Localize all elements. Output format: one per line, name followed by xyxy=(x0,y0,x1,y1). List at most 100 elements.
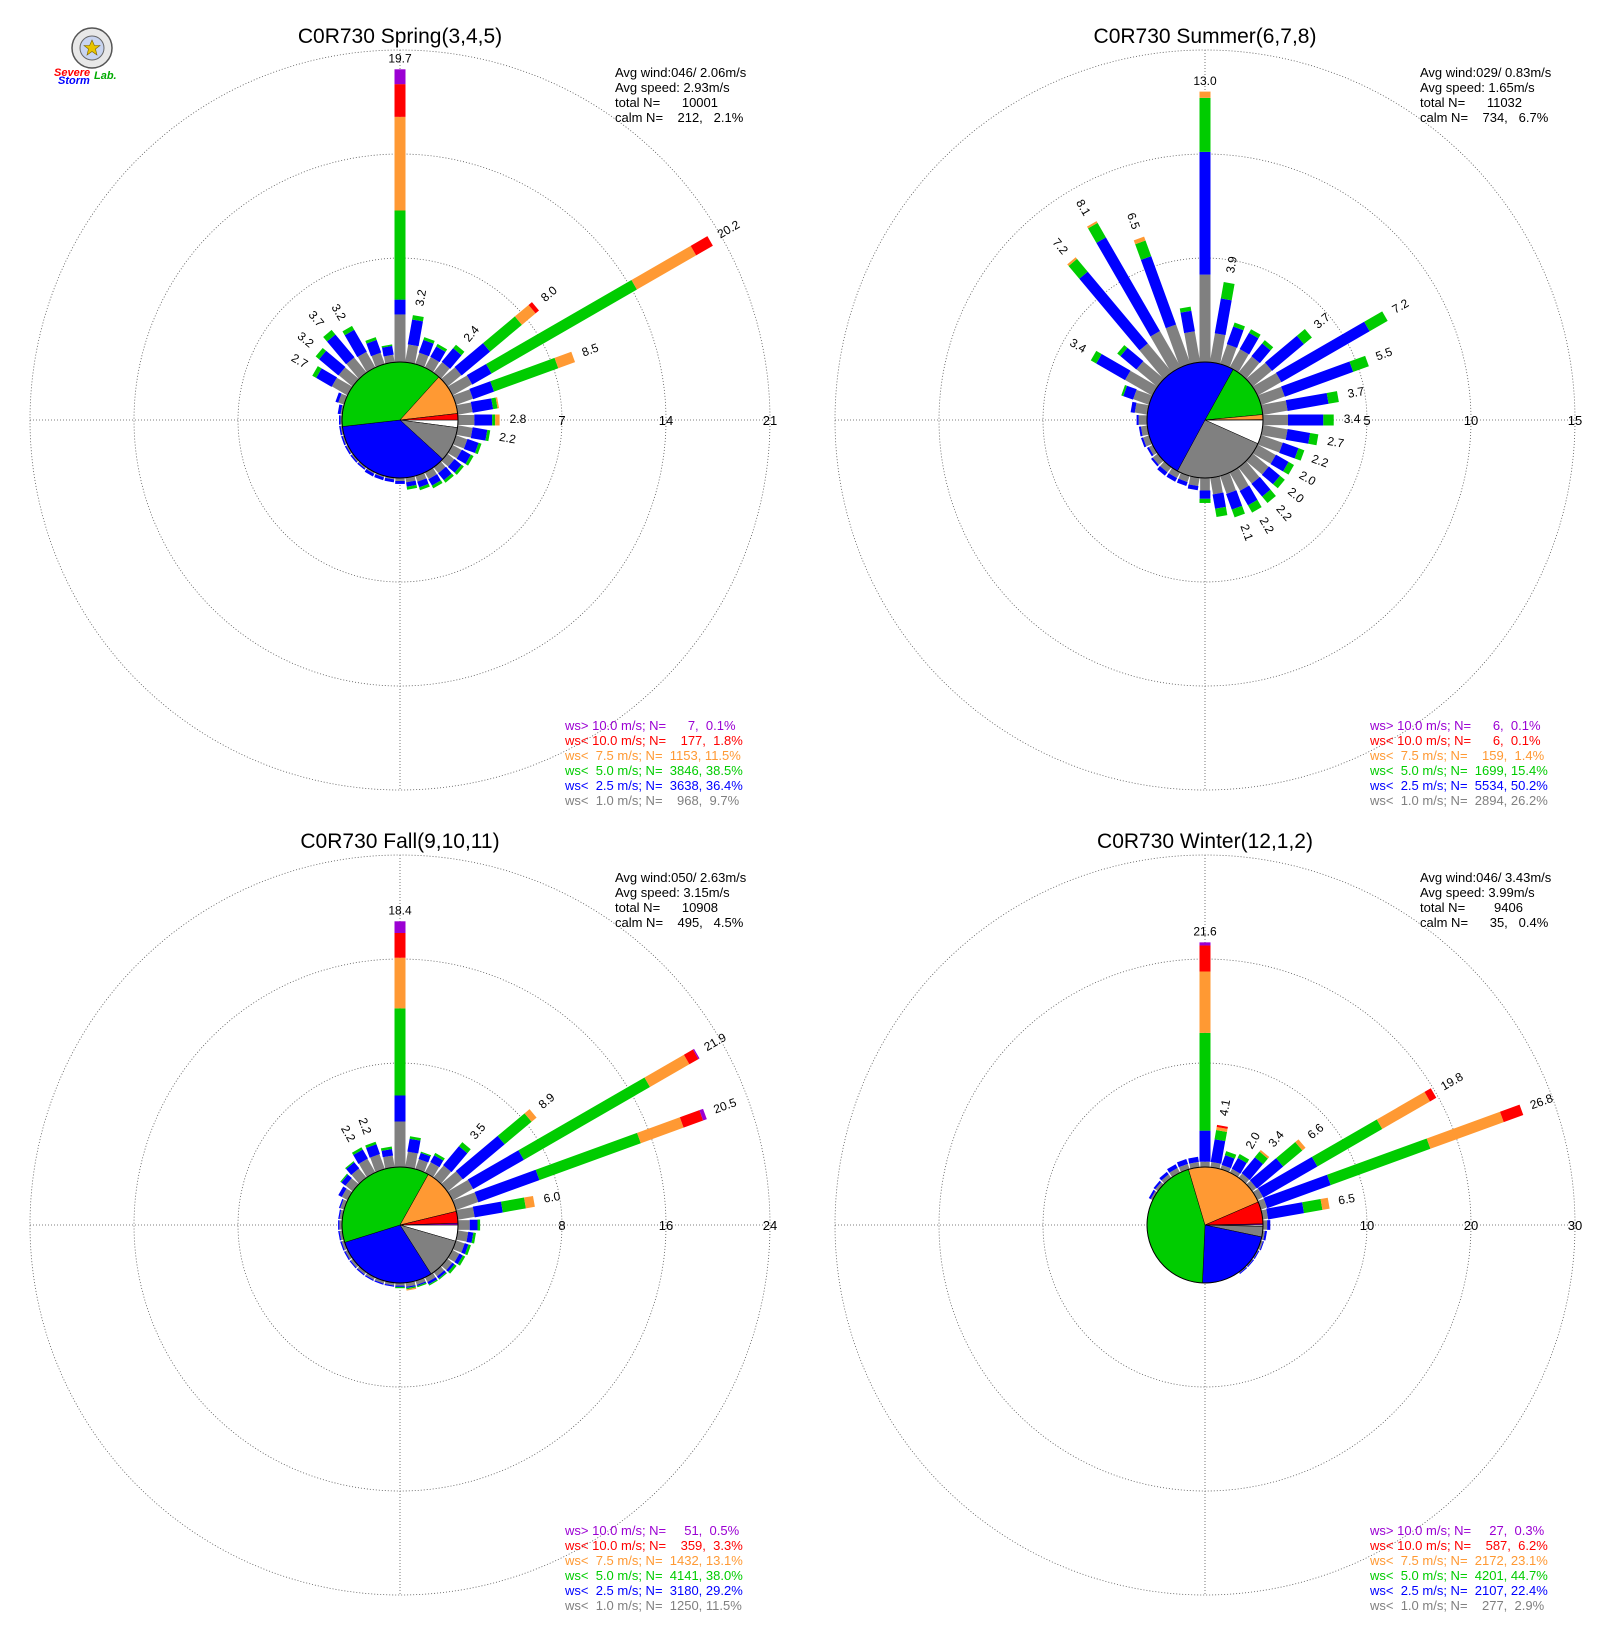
bar-segment xyxy=(374,474,385,481)
legend-entry: ws< 2.5 m/s; N= 3180, 29.2% xyxy=(564,1583,743,1598)
tick-label: 30 xyxy=(1568,1218,1582,1233)
bar-segment xyxy=(452,435,468,449)
bar-segment xyxy=(346,1162,360,1176)
dir-bar-310: 3.2 xyxy=(295,329,359,387)
dir-bar-10: 4.1 xyxy=(1210,1098,1233,1169)
bar-segment xyxy=(690,236,713,256)
bar-segment xyxy=(1169,1167,1181,1178)
dir-bar-20 xyxy=(1220,1151,1237,1173)
dir-bar-90: 3.4 xyxy=(1263,412,1361,426)
bar-value-label: 7.2 xyxy=(1050,235,1072,257)
bar-segment xyxy=(415,352,429,368)
bar-value-label: 2.0 xyxy=(1285,484,1307,506)
pie-outline xyxy=(341,1166,459,1284)
bar-segment xyxy=(1281,361,1354,397)
bar-segment xyxy=(1178,472,1190,482)
bar-segment xyxy=(692,1048,700,1060)
dir-bar-10: 3.2 xyxy=(405,288,429,364)
bar-segment xyxy=(418,1152,431,1163)
bar-segment xyxy=(1364,311,1388,332)
dir-bar-190 xyxy=(384,476,395,483)
bar-segment xyxy=(1068,258,1088,279)
bar-segment xyxy=(406,485,418,490)
bar-segment xyxy=(1215,506,1228,517)
bar-segment xyxy=(554,351,576,369)
bar-segment xyxy=(474,442,482,455)
dir-bar-300 xyxy=(1148,1189,1158,1201)
dir-bar-250 xyxy=(340,1240,348,1251)
bar-value-label: 20.5 xyxy=(712,1095,739,1116)
stats-line: Avg wind:046/ 2.06m/s xyxy=(615,65,747,80)
bar-segment xyxy=(1155,1182,1164,1192)
dir-bar-160: 2.1 xyxy=(1220,472,1256,543)
bar-segment xyxy=(1251,476,1271,497)
bar-segment xyxy=(340,1173,349,1183)
dir-bar-290 xyxy=(335,392,348,405)
bar-segment xyxy=(1139,343,1172,380)
legend-entry: ws< 1.0 m/s; N= 2894, 26.2% xyxy=(1369,793,1548,808)
bar-segment xyxy=(535,1132,641,1181)
bar-segment xyxy=(1238,461,1260,484)
bar-segment xyxy=(405,1281,416,1287)
bar-segment xyxy=(447,444,462,459)
bar-value-label: 20.2 xyxy=(715,217,743,241)
bar-segment xyxy=(417,478,429,488)
dir-bar-20 xyxy=(415,337,435,368)
dir-bar-220 xyxy=(356,1266,367,1276)
bar-segment xyxy=(358,1158,376,1178)
bar-segment xyxy=(1499,1104,1524,1123)
stats-line: Avg wind:050/ 2.63m/s xyxy=(615,870,747,885)
dir-bar-350 xyxy=(381,344,395,364)
bar-segment xyxy=(1160,461,1172,473)
bar-segment xyxy=(1246,1180,1257,1192)
bar-segment xyxy=(1148,1189,1156,1200)
bar-segment xyxy=(1136,361,1164,387)
bar-segment xyxy=(1088,222,1106,243)
bar-segment xyxy=(1326,391,1339,404)
bar-segment xyxy=(447,375,473,396)
bar-segment xyxy=(456,449,471,464)
bar-segment xyxy=(1285,428,1311,444)
bar-segment xyxy=(1188,476,1200,487)
bar-segment xyxy=(472,1201,503,1218)
bar-segment xyxy=(338,367,359,387)
bar-segment xyxy=(453,344,465,356)
dir-bar-120 xyxy=(447,444,474,466)
dir-bar-310 xyxy=(340,1173,359,1192)
dir-bar-140 xyxy=(433,461,454,483)
dir-bar-310 xyxy=(1153,1180,1164,1192)
bar-segment xyxy=(1308,432,1319,446)
bar-segment xyxy=(443,473,454,483)
bar-segment xyxy=(1302,1199,1323,1214)
bar-segment xyxy=(1424,1088,1437,1102)
bar-value-label: 21.6 xyxy=(1193,925,1217,939)
dir-bar-60: 21.9 xyxy=(447,1030,729,1201)
bar-segment xyxy=(1148,444,1158,456)
dir-bar-320 xyxy=(345,1161,367,1184)
bar-segment xyxy=(1179,306,1192,313)
bar-segment xyxy=(644,1054,690,1088)
bar-segment xyxy=(1231,1157,1247,1174)
bar-value-label: 3.7 xyxy=(1311,310,1333,332)
bar-segment xyxy=(323,329,336,342)
bar-segment xyxy=(441,1258,453,1271)
dir-bar-210 xyxy=(1166,467,1181,482)
dir-bar-80: 6.0 xyxy=(456,1189,562,1220)
bar-segment xyxy=(1294,448,1305,461)
speed-class-pie xyxy=(341,1166,459,1284)
stats-line: total N= 10001 xyxy=(615,95,718,110)
bar-segment xyxy=(383,1155,395,1169)
bar-segment xyxy=(1239,485,1258,506)
tick-label: 14 xyxy=(659,413,673,428)
stats-line: Avg speed: 3.15m/s xyxy=(615,885,730,900)
bar-segment xyxy=(466,1231,474,1243)
windrose-panel-2: 8 16 24 C0R730 Fall(9,10,11) Avg wind:050/ 2… xyxy=(29,830,777,1613)
bar-segment xyxy=(1283,461,1295,475)
bar-segment xyxy=(1090,350,1102,364)
bar-segment xyxy=(1265,335,1304,371)
bar-segment xyxy=(344,329,367,358)
speed-class-pie xyxy=(1146,361,1264,479)
bar-segment xyxy=(1239,1267,1248,1275)
bar-segment xyxy=(315,347,327,360)
bar-segment xyxy=(407,1138,421,1154)
